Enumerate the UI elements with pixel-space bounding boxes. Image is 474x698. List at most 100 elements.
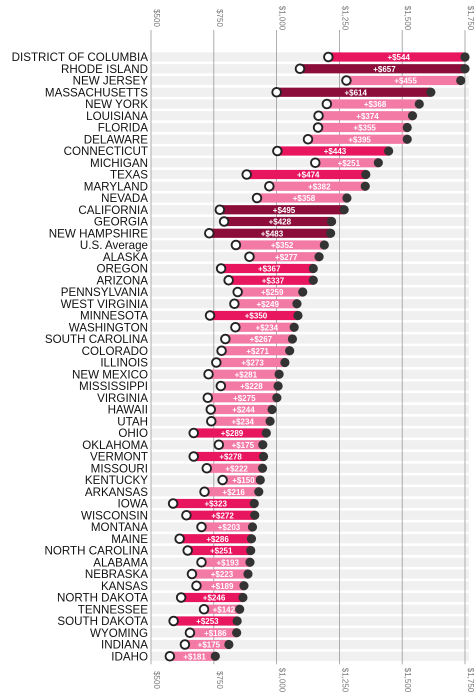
- difference-label: +$251: [338, 159, 361, 168]
- tick-label-top: $1,500: [403, 6, 412, 31]
- difference-bars: +$544 +$657 +$455 +$614 +$368 +$374 +$355 +$395…: [164, 51, 470, 662]
- dumbbell-row: +$337: [223, 275, 318, 286]
- state-label: OHIO: [118, 427, 148, 440]
- tick-label-top: $1,250: [340, 6, 349, 31]
- dumbbell-row: +$395: [302, 133, 412, 145]
- state-label: ILLINOIS: [100, 357, 148, 370]
- tick-label-top: $1,750: [466, 6, 474, 31]
- state-label: NEW YORK: [85, 98, 148, 111]
- row-stripe: [151, 310, 469, 321]
- dumbbell-row: +$355: [312, 122, 412, 133]
- difference-label: +$175: [198, 641, 221, 650]
- difference-bar: [234, 299, 297, 309]
- row-stripe: [151, 475, 469, 485]
- difference-bar: [346, 75, 461, 86]
- state-label: OKLAHOMA: [82, 439, 148, 452]
- row-stripe: [151, 346, 469, 356]
- end-value-dot: [460, 52, 470, 62]
- dumbbell-row: +$271: [216, 345, 295, 357]
- dumbbell-row: +$244: [205, 404, 277, 415]
- difference-label: +$323: [204, 500, 227, 509]
- state-label: DISTRICT OF COLUMBIA: [12, 51, 149, 64]
- row-stripe: [151, 569, 469, 579]
- state-label: UTAH: [117, 415, 148, 428]
- difference-bar: [237, 287, 303, 297]
- start-value-dot: [223, 275, 234, 286]
- end-value-dot: [314, 252, 324, 262]
- state-label: HAWAII: [108, 404, 148, 417]
- difference-label: +$544: [387, 53, 410, 62]
- start-value-dot: [217, 474, 228, 486]
- state-label: NEBRASKA: [85, 568, 148, 581]
- difference-label: +$223: [211, 570, 234, 579]
- end-value-dot: [285, 346, 295, 356]
- state-label: INDIANA: [101, 639, 148, 652]
- end-value-dot: [261, 428, 271, 438]
- dumbbell-row: +$175: [179, 639, 234, 650]
- end-value-dot: [246, 534, 257, 544]
- difference-bar: [173, 616, 238, 626]
- difference-label: +$150: [232, 476, 255, 485]
- difference-label: +$203: [218, 523, 241, 532]
- state-label: U.S. Average: [80, 239, 148, 252]
- state-label: ARKANSAS: [85, 486, 148, 499]
- difference-label: +$253: [196, 617, 219, 626]
- state-label: RHODE ISLAND: [61, 63, 148, 76]
- start-value-dot: [205, 404, 217, 415]
- start-value-dot: [179, 639, 191, 650]
- difference-label: +$249: [256, 300, 279, 309]
- dumbbell-row: +$289: [188, 427, 271, 439]
- dumbbell-row: +$483: [204, 227, 336, 239]
- state-label: TENNESSEE: [78, 603, 148, 616]
- state-label: COLORADO: [82, 345, 148, 358]
- tick-label-bottom: $1,000: [278, 668, 287, 693]
- row-stripe: [151, 616, 469, 626]
- tick-label-top: $500: [152, 9, 161, 27]
- difference-bar: [235, 322, 295, 332]
- state-label: VIRGINIA: [97, 392, 148, 405]
- state-label: WYOMING: [90, 627, 148, 640]
- dumbbell-row: +$368: [321, 98, 424, 110]
- start-value-dot: [230, 322, 241, 333]
- dumbbell-row: +$323: [167, 498, 259, 509]
- start-value-dot: [206, 416, 217, 427]
- start-value-dot: [186, 568, 198, 580]
- dumbbell-row: +$189: [191, 580, 249, 592]
- end-value-dot: [258, 440, 268, 450]
- dumbbell-row: +$181: [164, 651, 220, 662]
- row-stripe: [151, 357, 469, 368]
- dumbbell-row: +$150: [217, 474, 265, 486]
- difference-label: +$281: [235, 370, 258, 379]
- state-label: MONTANA: [91, 521, 148, 534]
- difference-label: +$271: [246, 347, 269, 356]
- difference-label: +$189: [211, 582, 234, 591]
- difference-bar: [326, 99, 420, 109]
- state-label: WEST VIRGINIA: [61, 298, 149, 311]
- dumbbell-row: +$352: [230, 239, 329, 251]
- dumbbell-row: +$428: [218, 216, 337, 227]
- difference-bar: [222, 475, 261, 485]
- start-value-dot: [294, 63, 306, 74]
- end-value-dot: [245, 557, 255, 567]
- difference-bar: [218, 440, 263, 450]
- difference-bar: [299, 64, 465, 74]
- row-stripe: [151, 592, 469, 603]
- start-value-dot: [196, 557, 207, 568]
- tick-label-bottom: $500: [152, 671, 161, 689]
- dumbbell-row: +$614: [271, 86, 436, 98]
- difference-label: +$267: [250, 335, 273, 344]
- difference-label: +$186: [204, 629, 227, 638]
- dumbbell-row: +$278: [188, 451, 269, 462]
- row-stripe: [151, 498, 469, 509]
- end-value-dot: [292, 299, 302, 309]
- start-value-dot: [216, 345, 227, 357]
- state-label: NORTH CAROLINA: [44, 545, 148, 558]
- difference-bar: [201, 557, 250, 567]
- difference-label: +$251: [210, 547, 233, 556]
- end-value-dot: [224, 639, 234, 650]
- start-value-dot: [164, 651, 176, 662]
- start-value-dot: [323, 51, 334, 63]
- difference-bar: [207, 393, 277, 403]
- dumbbell-row: +$474: [241, 169, 371, 180]
- state-label: GEORGIA: [94, 216, 148, 229]
